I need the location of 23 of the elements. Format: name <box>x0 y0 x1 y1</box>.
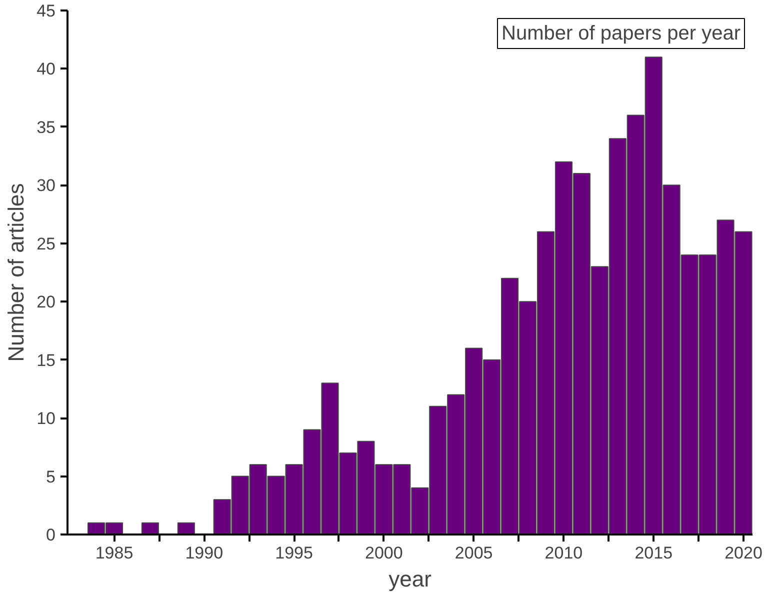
x-tick-label: 1985 <box>95 544 134 562</box>
y-axis-title: Number of articles <box>4 183 29 362</box>
bar <box>141 522 159 534</box>
x-tick-label: 2005 <box>454 544 493 562</box>
y-tick-label: 5 <box>46 467 56 486</box>
y-tick-label: 15 <box>36 350 56 370</box>
y-tick-label: 10 <box>36 409 56 428</box>
y-tick-label: 20 <box>36 292 56 312</box>
x-tick-label: 2010 <box>544 544 583 562</box>
x-tick-label: 2000 <box>365 544 403 562</box>
y-tick-label: 30 <box>36 176 56 196</box>
x-tick-label: 1995 <box>275 544 313 562</box>
x-tick-label: 2015 <box>634 544 673 562</box>
y-tick-label: 0 <box>46 526 56 544</box>
y-tick-label: 40 <box>36 60 56 79</box>
bar <box>177 522 195 534</box>
x-tick-label: 1990 <box>185 544 224 562</box>
y-tick-label: 25 <box>36 234 56 254</box>
x-tick-label: 2020 <box>724 544 762 562</box>
text: Number of papers per year <box>501 22 741 44</box>
x-axis-title: year <box>388 566 432 592</box>
y-tick-label: 35 <box>36 118 56 137</box>
y-tick-label: 45 <box>36 2 56 20</box>
